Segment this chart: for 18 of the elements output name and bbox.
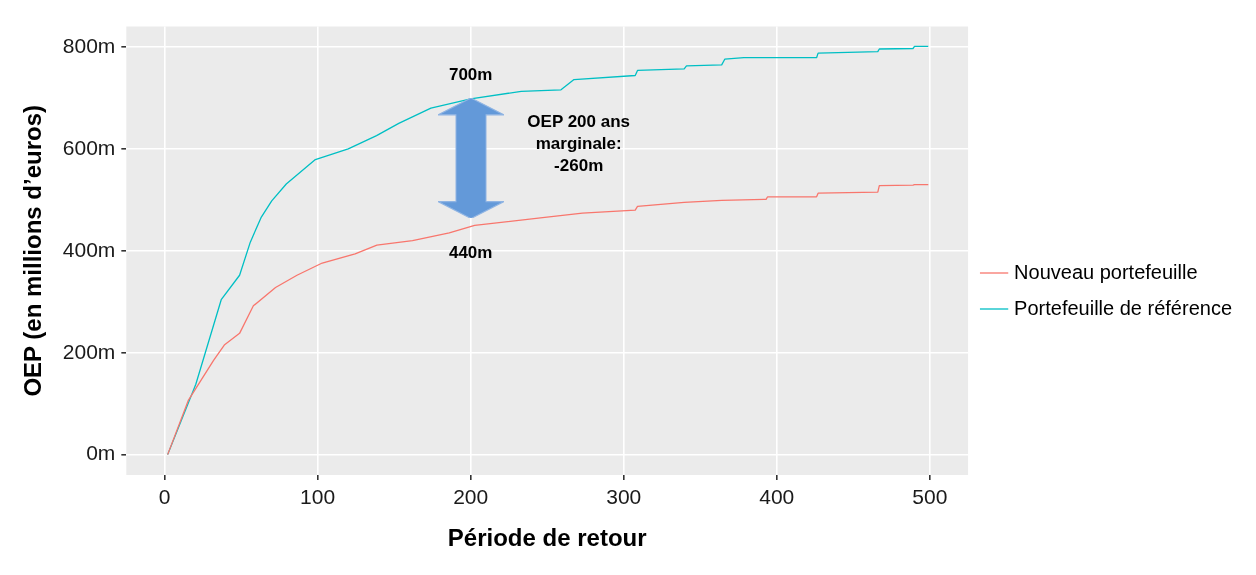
x-tick-label: 500: [912, 485, 948, 509]
x-tick-label: 400: [759, 485, 795, 509]
y-tick-label: 800m: [62, 33, 116, 57]
annotation: 700m: [448, 65, 493, 85]
x-tick-label: 0: [158, 485, 171, 509]
y-tick-label: 600m: [62, 135, 116, 159]
legend-label: Portefeuille de référence: [1014, 296, 1233, 319]
annotation: 440m: [448, 242, 493, 262]
y-tick-label: 200m: [62, 339, 116, 363]
annotation: OEP 200 ans marginale: -260m: [527, 111, 631, 175]
x-axis-title: Période de retour: [447, 524, 647, 552]
x-tick-label: 100: [300, 485, 336, 509]
x-tick-label: 200: [453, 485, 489, 509]
legend-label: Nouveau portefeuille: [1014, 260, 1198, 283]
x-tick-label: 300: [606, 485, 642, 509]
y-tick-label: 0m: [86, 441, 116, 465]
y-axis-title: OEP (en millions d’euros): [19, 105, 47, 397]
y-tick-label: 400m: [62, 237, 116, 261]
